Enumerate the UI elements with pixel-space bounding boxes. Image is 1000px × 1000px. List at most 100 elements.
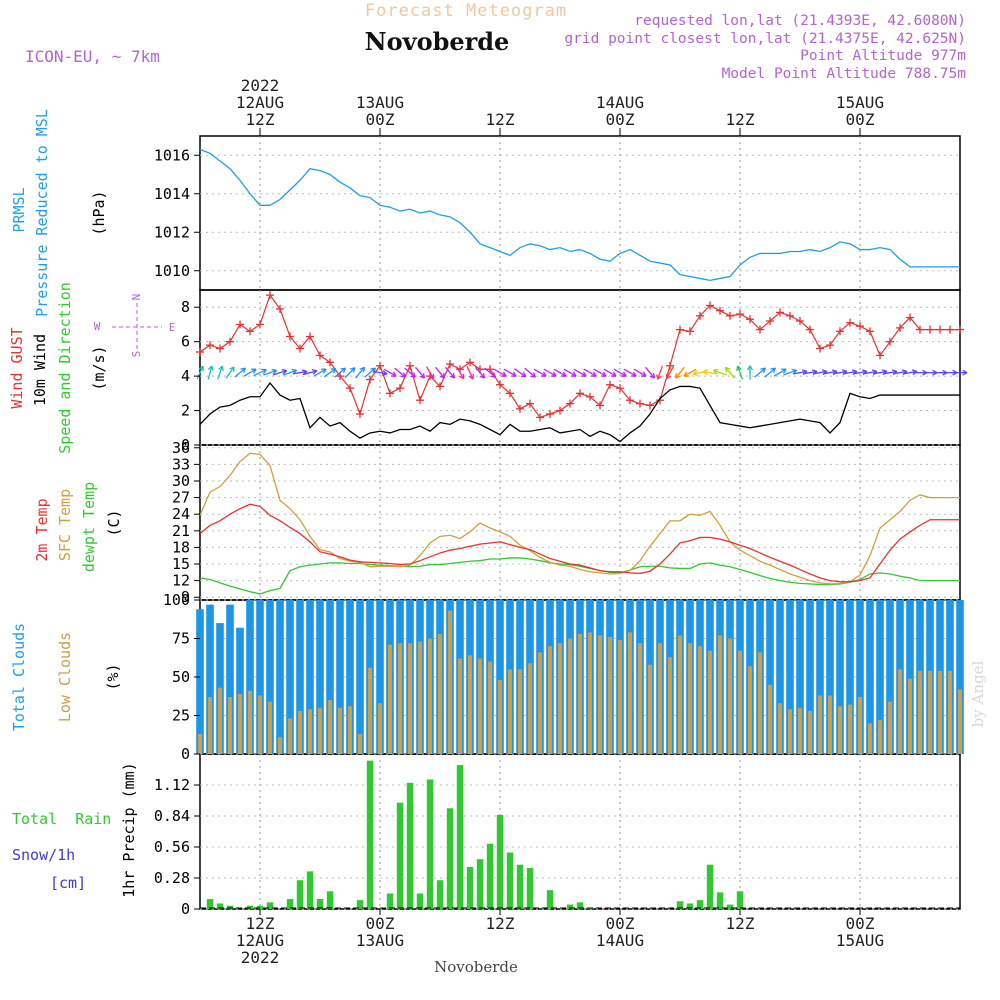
total-cloud-bar [346,600,354,754]
y-tick-label: 0.28 [154,869,190,887]
wind-direction-arrowhead [713,368,719,371]
temp-unit: (C) [105,509,123,536]
total-cloud-bar [206,604,214,754]
low-cloud-bar [388,644,392,754]
wind-direction-arrowhead [452,372,456,379]
wind-direction-arrow [812,370,828,375]
total-cloud-bar [296,600,304,754]
wind-direction-arrow [842,370,858,375]
y-tick-label: 50 [172,668,190,686]
wind-direction-arrowhead [602,371,607,377]
total-cloud-bar [766,600,774,754]
wind-direction-arrowhead [520,375,526,378]
grid-lines [200,128,960,915]
wind-direction-arrow [216,365,224,380]
low-clouds-label: Low Clouds [56,632,74,722]
wind-direction-arrowhead [747,365,751,371]
rain-bar [356,900,364,909]
wind-direction-arrowhead [312,370,318,375]
wind-direction-arrowhead [349,367,356,370]
wind-direction-arrowhead [218,365,223,370]
compass-west: W [94,320,101,333]
wind-direction-arrow [372,370,388,375]
top-time-label: 2022 [241,76,280,95]
low-cloud-bar [598,635,602,754]
wind-10m-label: 10m Wind [31,334,49,406]
dewpoint-label: dewpt Temp [80,482,98,572]
station-name: Novoberde [365,27,510,56]
low-cloud-bar [328,700,332,754]
total-cloud-bar [196,609,204,754]
rain-bar [246,905,254,909]
wind-direction-arrowhead [211,365,214,371]
rain-bar [216,903,224,909]
y-tick-label: 15 [172,555,190,573]
wind-direction-arrow [234,367,246,378]
wind-direction-arrowhead [221,365,224,372]
low-cloud-bar [418,641,422,754]
rain-bar [406,782,414,909]
wind-direction-arrow [583,368,597,377]
wind-direction-arrowhead [772,367,776,374]
low-cloud-bar [298,710,302,754]
low-cloud-bar [218,687,222,754]
wind-direction-arrowhead [562,371,567,377]
rain-bar [726,904,734,909]
wind-direction-arrowhead [410,375,416,378]
wind-direction-arrowhead [770,367,776,370]
total-cloud-bar [336,600,344,754]
precip-labels: Total Rain Snow/1h [cm] 1hr Precip (mm) [12,762,138,897]
y-tick-label: 0 [181,745,190,763]
wind-direction-arrowhead [532,372,536,378]
surface-temp-line [199,452,960,585]
wind-direction-arrowhead [841,369,848,373]
wind-direction-arrowhead [400,375,406,378]
wind-direction-arrow [196,366,204,380]
low-cloud-bar [938,670,942,754]
wind-direction-arrow [822,370,838,375]
wind-direction-arrowhead [422,372,426,379]
rain-bar [256,905,264,909]
wind-direction-arrowhead [612,371,617,377]
point-altitude: Point Altitude 977m [800,48,966,64]
wind-direction-arrowhead [712,369,718,375]
tsfc-label: SFC Temp [56,489,74,561]
wind-direction-arrowhead [311,369,317,372]
wind-direction-arrowhead [272,369,278,375]
total-cloud-bar [326,600,334,754]
y-tick-label: 75 [172,630,190,648]
cloud-unit: (%) [104,663,122,690]
wind-panel [199,289,961,446]
wind-direction-arrowhead [737,365,742,370]
low-cloud-bar [438,633,442,754]
wind-direction-arrow [832,370,848,375]
wind-direction-arrow [553,368,567,377]
total-cloud-bar [266,600,274,754]
total-cloud-bar [286,600,294,754]
wind-direction-arrow [725,366,735,379]
top-time-label: 00Z [366,110,395,129]
low-cloud-bar [488,661,492,754]
wind-direction-arrowhead [207,365,213,370]
rain-bar [486,843,494,909]
total-cloud-bar [856,600,864,754]
wind-direction-arrowhead [340,367,346,370]
gust-line [199,293,960,419]
wind-direction-arrowhead [749,365,753,371]
low-cloud-bar [458,658,462,754]
y-tick-label: 0.84 [154,807,190,825]
wind-direction-arrowhead [291,368,297,371]
low-cloud-bar [358,733,362,754]
low-cloud-bar [338,707,342,754]
wind-direction-arrowhead [232,366,235,372]
y-tick-label: 1012 [154,223,190,241]
wind-direction-arrowhead [492,372,496,378]
low-cloud-bar [898,669,902,754]
low-cloud-bar [608,636,612,754]
low-cloud-bar [838,706,842,754]
bottom-time-label: 00Z [846,914,875,933]
pressure-reduced-label: Pressure Reduced to MSL [33,109,51,317]
y-tick-label: 27 [172,489,190,507]
low-cloud-bar [508,669,512,754]
low-cloud-bar [468,655,472,754]
